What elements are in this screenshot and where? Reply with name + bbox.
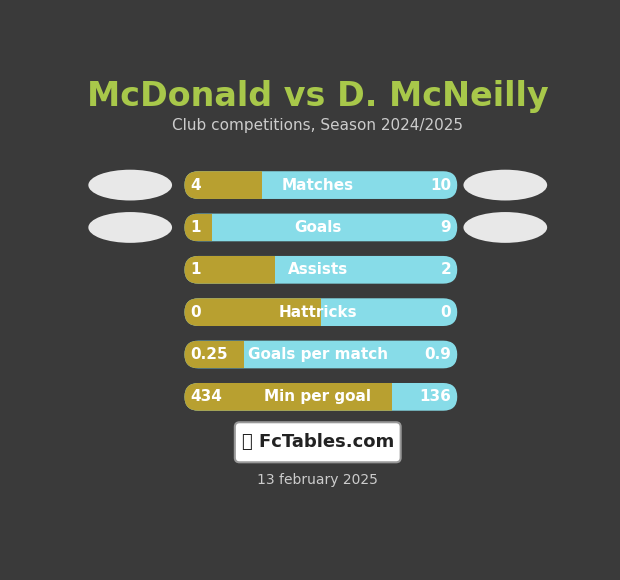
FancyBboxPatch shape [185, 256, 458, 284]
Text: 0: 0 [191, 304, 202, 320]
FancyBboxPatch shape [235, 422, 401, 462]
FancyBboxPatch shape [185, 298, 458, 326]
Ellipse shape [88, 170, 172, 201]
Text: Hattricks: Hattricks [278, 304, 357, 320]
Text: 0.9: 0.9 [424, 347, 451, 362]
Text: 434: 434 [191, 389, 223, 404]
FancyBboxPatch shape [185, 256, 458, 284]
Text: 0: 0 [440, 304, 451, 320]
FancyBboxPatch shape [185, 213, 458, 241]
FancyBboxPatch shape [185, 340, 458, 368]
Text: McDonald vs D. McNeilly: McDonald vs D. McNeilly [87, 80, 549, 113]
Text: 13 february 2025: 13 february 2025 [257, 473, 378, 487]
FancyBboxPatch shape [185, 298, 458, 326]
Text: 4: 4 [191, 177, 202, 193]
Text: 136: 136 [419, 389, 451, 404]
FancyBboxPatch shape [185, 340, 458, 368]
Text: 1: 1 [191, 220, 201, 235]
Text: 2: 2 [440, 262, 451, 277]
Text: Club competitions, Season 2024/2025: Club competitions, Season 2024/2025 [172, 118, 463, 133]
Text: Goals per match: Goals per match [247, 347, 388, 362]
Text: Goals: Goals [294, 220, 342, 235]
Text: Min per goal: Min per goal [264, 389, 371, 404]
Text: 0.25: 0.25 [191, 347, 228, 362]
Text: 10: 10 [430, 177, 451, 193]
Ellipse shape [463, 170, 547, 201]
Text: 1: 1 [191, 262, 201, 277]
Text: Matches: Matches [281, 177, 354, 193]
FancyBboxPatch shape [185, 171, 458, 199]
Text: Assists: Assists [288, 262, 348, 277]
Text: 📊 FcTables.com: 📊 FcTables.com [242, 433, 394, 451]
FancyBboxPatch shape [185, 383, 458, 411]
FancyBboxPatch shape [185, 383, 458, 411]
FancyBboxPatch shape [185, 213, 458, 241]
FancyBboxPatch shape [185, 171, 458, 199]
Ellipse shape [88, 212, 172, 243]
Ellipse shape [463, 212, 547, 243]
Text: 9: 9 [440, 220, 451, 235]
